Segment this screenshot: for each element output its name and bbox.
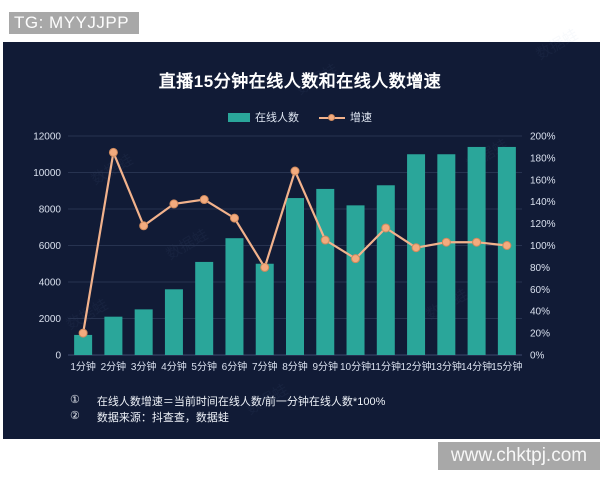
legend-label-growth-rate: 增速: [350, 112, 372, 124]
x-axis-label: 9分钟: [312, 360, 338, 373]
bar-online-users: [376, 185, 395, 355]
right-axis-tick: 180%: [530, 153, 556, 164]
footnote-text-1: 在线人数增速＝当前时间在线人数/前一分钟在线人数*100%: [96, 396, 386, 408]
growth-rate-point: [502, 241, 512, 250]
growth-rate-point: [78, 328, 88, 338]
legend-item-online-users: 在线人数: [228, 109, 299, 125]
right-axis-tick: 20%: [530, 329, 550, 340]
bar-online-users: [104, 316, 123, 355]
growth-rate-point: [411, 243, 421, 253]
x-axis-label: 10分钟: [340, 360, 371, 373]
legend-item-growth-rate: 增速: [319, 109, 372, 125]
right-axis-tick: 0%: [530, 351, 545, 362]
growth-rate-point: [320, 235, 330, 245]
x-axis-label: 8分钟: [282, 360, 308, 373]
growth-rate-point: [472, 237, 482, 247]
right-axis-tick: 80%: [530, 263, 550, 274]
footnote-source: ② 数据来源：抖查查，数据蛙: [70, 409, 229, 425]
growth-rate-point: [381, 223, 391, 233]
left-axis-tick: 6000: [39, 241, 62, 252]
growth-rate-point: [290, 166, 300, 176]
bar-online-users: [134, 309, 153, 355]
left-axis-tick: 2000: [39, 314, 62, 325]
tg-handle-badge: TG: MYYJJPP: [9, 12, 140, 34]
x-axis-label: 11分钟: [371, 360, 401, 373]
x-axis-label: 3分钟: [131, 360, 157, 373]
x-axis-label: 15分钟: [491, 360, 522, 373]
footnote-marker-2: ②: [70, 410, 80, 422]
bar-online-users: [195, 261, 214, 355]
footnote-text-2: 数据来源：抖查查，数据蛙: [96, 412, 229, 424]
left-axis-tick: 10000: [33, 168, 61, 179]
x-axis-label: 6分钟: [222, 360, 248, 373]
legend-label-online-users: 在线人数: [255, 112, 299, 124]
x-axis-label: 4分钟: [161, 360, 187, 373]
chart-legend: 在线人数 增速: [0, 109, 600, 125]
growth-rate-point: [351, 254, 361, 264]
right-axis-tick: 120%: [530, 219, 556, 230]
bar-series-swatch-icon: [228, 112, 250, 122]
chart-title: 直播15分钟在线人数和在线人数增速: [158, 72, 442, 91]
bar-online-users: [225, 238, 244, 355]
left-axis-tick: 0: [55, 351, 61, 362]
growth-rate-point: [441, 237, 451, 247]
growth-rate-point: [108, 147, 118, 157]
left-axis-tick: 8000: [39, 205, 62, 216]
x-axis-label: 12分钟: [401, 360, 432, 373]
bar-online-users: [437, 154, 456, 355]
bar-online-users: [407, 154, 426, 355]
x-axis-label: 13分钟: [431, 360, 462, 373]
bar-online-users: [286, 198, 304, 355]
bar-online-users: [164, 289, 183, 355]
watermark: 数据蛙: [164, 226, 211, 263]
bar-online-users: [74, 334, 93, 355]
left-axis-tick: 12000: [33, 132, 61, 143]
right-axis-tick: 40%: [530, 307, 550, 318]
x-axis-label: 5分钟: [191, 360, 217, 373]
growth-rate-point: [139, 221, 149, 231]
right-axis-tick: 60%: [530, 285, 550, 296]
right-axis-tick: 200%: [530, 132, 556, 143]
watermark: 数据蛙: [534, 26, 581, 63]
x-axis-label: 14分钟: [461, 360, 492, 373]
footnote-formula: ① 在线人数增速＝当前时间在线人数/前一分钟在线人数*100%: [70, 393, 385, 409]
growth-rate-point: [199, 195, 209, 205]
bar-online-users: [497, 146, 516, 355]
growth-rate-point: [169, 199, 179, 209]
x-axis-label: 1分钟: [70, 360, 96, 373]
left-axis-tick: 4000: [39, 278, 62, 289]
bar-online-users: [467, 146, 486, 355]
right-axis-tick: 140%: [530, 197, 556, 208]
bar-online-users: [255, 263, 274, 355]
growth-rate-point: [229, 213, 239, 223]
website-badge: www.chktpj.com: [438, 442, 600, 470]
growth-rate-point: [260, 262, 270, 272]
footnote-marker-1: ①: [70, 394, 80, 406]
bar-online-users: [316, 188, 335, 355]
right-axis-tick: 100%: [530, 241, 556, 252]
line-series-swatch-icon: [319, 113, 345, 122]
right-axis-tick: 160%: [530, 175, 556, 186]
x-axis-label: 2分钟: [101, 360, 127, 373]
bar-online-users: [346, 205, 365, 355]
x-axis-label: 7分钟: [252, 360, 278, 373]
